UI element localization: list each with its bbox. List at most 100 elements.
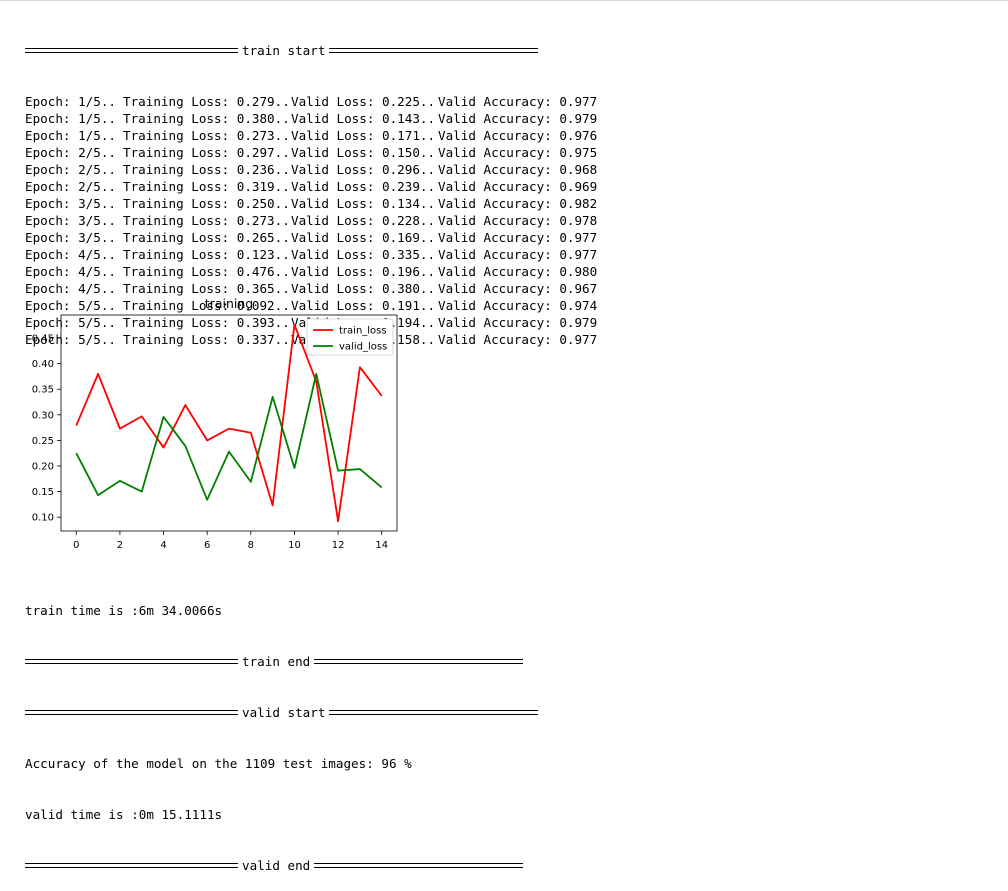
- separator-rule: [25, 659, 238, 664]
- top-divider: [0, 0, 1008, 1]
- x-tick-label: 8: [248, 540, 254, 551]
- epoch-cell: Epoch: 2/5..: [25, 179, 116, 194]
- valid-loss-cell: Valid Loss: 0.239..: [291, 179, 436, 194]
- valid-accuracy-cell: Valid Accuracy: 0.979: [438, 315, 598, 330]
- epoch-cell: Epoch: 5/5..: [25, 332, 116, 347]
- training-loss-cell: Training Loss: 0.236..: [123, 162, 290, 177]
- valid-loss-cell: Valid Loss: 0.228..: [291, 213, 436, 228]
- y-tick-label: 0.10: [32, 513, 54, 524]
- epoch-row: Epoch: 2/5.. Training Loss: 0.319..Valid …: [25, 178, 598, 195]
- plot-frame: [60, 314, 398, 532]
- valid-accuracy-cell: Valid Accuracy: 0.969: [438, 179, 598, 194]
- training-loss-cell: Training Loss: 0.365..: [123, 281, 290, 296]
- training-loss-cell: Training Loss: 0.092..: [123, 298, 290, 313]
- epoch-cell: Epoch: 4/5..: [25, 264, 116, 279]
- y-tick-label: 0.25: [32, 436, 54, 447]
- x-tick-label: 12: [332, 540, 345, 551]
- valid-accuracy-cell: Valid Accuracy: 0.968: [438, 162, 598, 177]
- series-line-valid-loss: [75, 372, 383, 501]
- epoch-cell: Epoch: 5/5..: [25, 315, 116, 330]
- valid-loss-cell: Valid Loss: 0.134..: [291, 196, 436, 211]
- epoch-row: Epoch: 2/5.. Training Loss: 0.236..Valid …: [25, 161, 598, 178]
- valid-loss-cell: Valid Loss: 0.191..: [291, 298, 436, 313]
- valid-accuracy-cell: Valid Accuracy: 0.976: [438, 128, 598, 143]
- train-start-separator: train start: [25, 42, 588, 59]
- y-tick-label: 0.30: [32, 410, 54, 421]
- epoch-cell: Epoch: 3/5..: [25, 196, 116, 211]
- series-line-train-loss: [75, 323, 383, 523]
- epoch-cell: Epoch: 1/5..: [25, 94, 116, 109]
- training-loss-cell: Training Loss: 0.380..: [123, 111, 290, 126]
- valid-loss-cell: Valid Loss: 0.171..: [291, 128, 436, 143]
- training-loss-cell: Training Loss: 0.250..: [123, 196, 290, 211]
- training-loss-cell: Training Loss: 0.265..: [123, 230, 290, 245]
- valid-loss-cell: Valid Loss: 0.150..: [291, 145, 436, 160]
- epoch-row: Epoch: 4/5.. Training Loss: 0.365..Valid …: [25, 280, 598, 297]
- y-tick-label: 0.45: [32, 334, 54, 345]
- valid-accuracy-cell: Valid Accuracy: 0.975: [438, 145, 598, 160]
- valid-loss-cell: Valid Loss: 0.225..: [291, 94, 436, 109]
- train-time-line: train time is :6m 34.0066s: [25, 603, 223, 618]
- valid-accuracy-cell: Valid Accuracy: 0.977: [438, 94, 598, 109]
- legend-label: valid_loss: [339, 342, 387, 353]
- valid-accuracy-cell: Valid Accuracy: 0.977: [438, 332, 598, 347]
- train-end-separator: train end: [25, 653, 538, 670]
- valid-loss-cell: Valid Loss: 0.296..: [291, 162, 436, 177]
- valid-start-label: valid start: [242, 705, 326, 720]
- valid-start-separator: valid start: [25, 704, 539, 721]
- epoch-cell: Epoch: 5/5..: [25, 298, 116, 313]
- separator-rule: [25, 710, 238, 715]
- training-loss-cell: Training Loss: 0.393..: [123, 315, 290, 330]
- x-tick-label: 0: [73, 540, 79, 551]
- train-start-label: train start: [242, 43, 326, 58]
- x-tick-label: 10: [288, 540, 301, 551]
- valid-accuracy-cell: Valid Accuracy: 0.977: [438, 247, 598, 262]
- valid-loss-cell: Valid Loss: 0.380..: [291, 281, 436, 296]
- separator-rule: [25, 48, 238, 53]
- separator-rule: [329, 48, 539, 53]
- separator-rule: [314, 863, 524, 868]
- epoch-row: Epoch: 2/5.. Training Loss: 0.297..Valid …: [25, 144, 598, 161]
- training-loss-cell: Training Loss: 0.123..: [123, 247, 290, 262]
- train-end-label: train end: [242, 654, 311, 669]
- epoch-row: Epoch: 1/5.. Training Loss: 0.273..Valid …: [25, 127, 598, 144]
- valid-end-label: valid end: [242, 858, 311, 873]
- epoch-cell: Epoch: 2/5..: [25, 162, 116, 177]
- epoch-row: Epoch: 3/5.. Training Loss: 0.250..Valid …: [25, 195, 598, 212]
- x-tick-label: 2: [117, 540, 123, 551]
- valid-end-separator: valid end: [25, 857, 538, 874]
- x-tick-label: 6: [204, 540, 210, 551]
- valid-accuracy-cell: Valid Accuracy: 0.980: [438, 264, 598, 279]
- chart-title: training: [205, 296, 253, 311]
- accuracy-line: Accuracy of the model on the 1109 test i…: [25, 756, 412, 771]
- result-log: train time is :6m 34.0066s train end val…: [25, 568, 539, 891]
- valid-loss-cell: Valid Loss: 0.143..: [291, 111, 436, 126]
- legend-label: train_loss: [339, 326, 387, 337]
- valid-accuracy-cell: Valid Accuracy: 0.974: [438, 298, 598, 313]
- training-loss-cell: Training Loss: 0.273..: [123, 128, 290, 143]
- training-loss-cell: Training Loss: 0.319..: [123, 179, 290, 194]
- training-loss-cell: Training Loss: 0.273..: [123, 213, 290, 228]
- epoch-cell: Epoch: 3/5..: [25, 213, 116, 228]
- epoch-cell: Epoch: 3/5..: [25, 230, 116, 245]
- y-tick-label: 0.15: [32, 487, 54, 498]
- training-loss-cell: Training Loss: 0.337..: [123, 332, 290, 347]
- epoch-row: Epoch: 4/5.. Training Loss: 0.123.. Valid …: [25, 246, 598, 263]
- valid-accuracy-cell: Valid Accuracy: 0.967: [438, 281, 598, 296]
- epoch-row: Epoch: 1/5.. Training Loss: 0.279..Valid …: [25, 93, 598, 110]
- valid-accuracy-cell: Valid Accuracy: 0.982: [438, 196, 598, 211]
- y-tick-label: 0.20: [32, 461, 54, 472]
- valid-loss-cell: Valid Loss: 0.196..: [291, 264, 436, 279]
- training-loss-cell: Training Loss: 0.476..: [123, 264, 290, 279]
- valid-time-line: valid time is :0m 15.1111s: [25, 807, 223, 822]
- y-tick-label: 0.40: [32, 359, 54, 370]
- epoch-cell: Epoch: 4/5..: [25, 247, 116, 262]
- valid-accuracy-cell: Valid Accuracy: 0.978: [438, 213, 598, 228]
- epoch-row: Epoch: 1/5.. Training Loss: 0.380..Valid …: [25, 110, 597, 127]
- training-loss-cell: Training Loss: 0.279..: [123, 94, 290, 109]
- x-tick-label: 4: [160, 540, 166, 551]
- epoch-row: Epoch: 3/5.. Training Loss: 0.265.. Valid …: [25, 229, 598, 246]
- epoch-cell: Epoch: 1/5..: [25, 128, 116, 143]
- valid-accuracy-cell: Valid Accuracy: 0.977: [438, 230, 598, 245]
- separator-rule: [314, 659, 524, 664]
